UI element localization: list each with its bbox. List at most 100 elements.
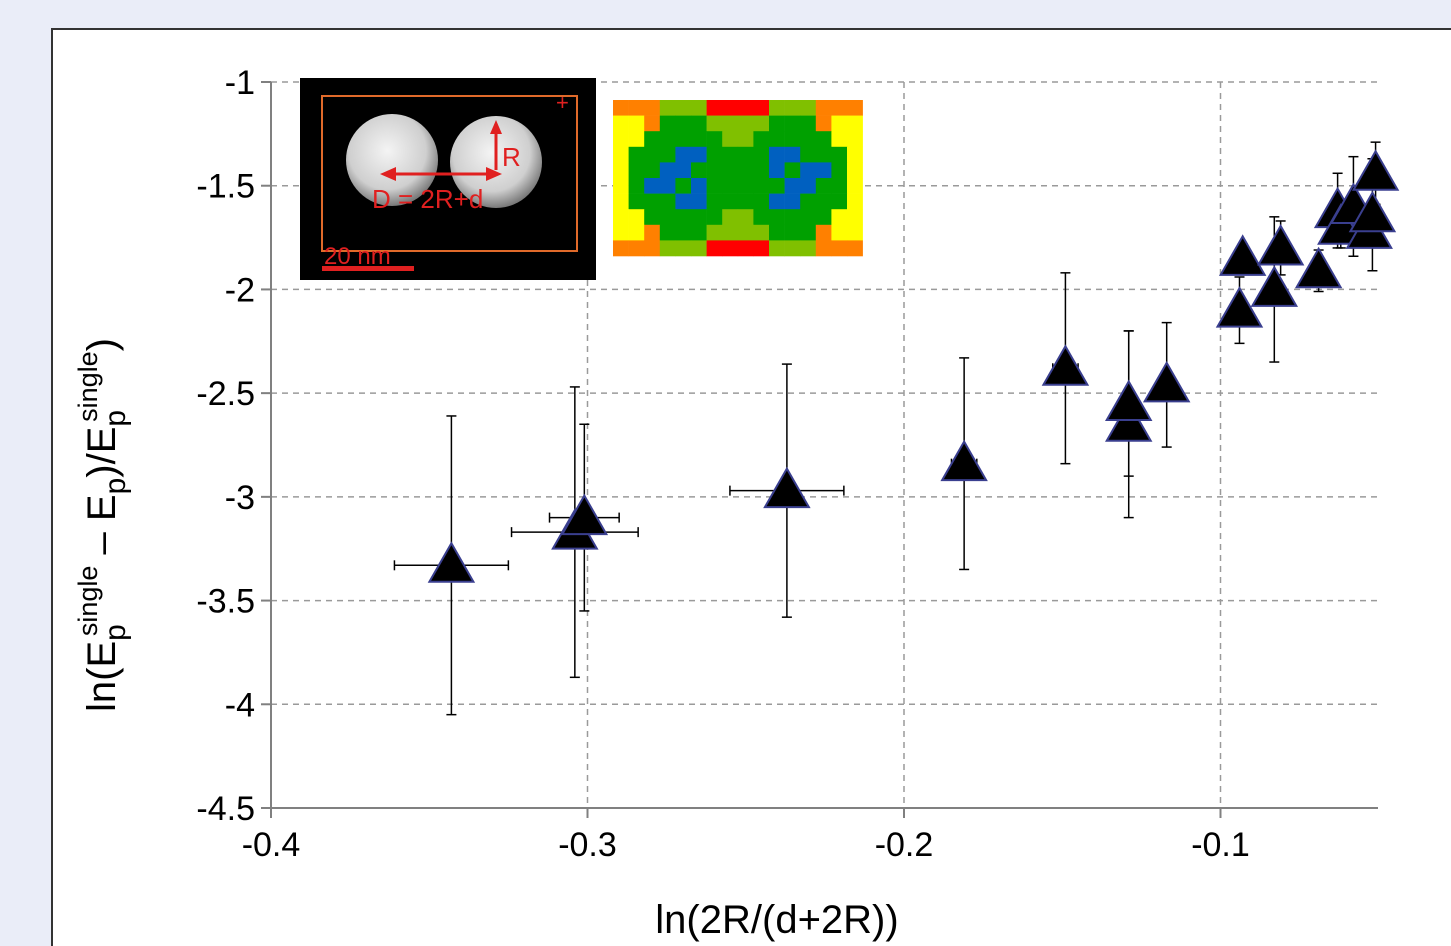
roi-box xyxy=(321,95,578,252)
eels-pixel xyxy=(659,240,676,257)
eels-pixel xyxy=(628,115,645,132)
eels-pixel xyxy=(769,131,785,148)
eels-pixel xyxy=(831,193,848,210)
eels-pixel xyxy=(659,193,676,210)
eels-pixel xyxy=(815,115,832,132)
eels-pixel xyxy=(800,193,817,210)
y-tick-label: -2.5 xyxy=(196,375,255,413)
eels-pixel xyxy=(737,162,754,179)
y-axis-title-part: – E xyxy=(80,494,124,565)
eels-pixel xyxy=(675,100,692,116)
eels-pixel xyxy=(691,162,707,179)
eels-pixel xyxy=(737,193,754,210)
y-axis-title-part: p xyxy=(99,478,132,495)
eels-pixel xyxy=(628,193,645,210)
eels-pixel xyxy=(815,240,832,257)
eels-pixel xyxy=(753,115,770,132)
x-tick-label: -0.1 xyxy=(1191,826,1250,864)
annotation-r: R xyxy=(502,142,521,172)
eels-pixel xyxy=(628,178,645,194)
y-axis-title-part: )/E xyxy=(80,427,124,478)
eels-pixel xyxy=(753,209,770,226)
eels-pixel xyxy=(613,240,629,257)
d-arrow-left-head xyxy=(380,167,396,181)
roi-cross-icon: + xyxy=(556,90,569,115)
eels-pixel xyxy=(628,146,645,163)
eels-pixel xyxy=(831,115,848,132)
eels-pixel xyxy=(737,178,754,194)
eels-pixel xyxy=(753,100,770,116)
eels-pixel xyxy=(847,115,863,132)
y-axis-title: ln(Epsingle – Ep)/Epsingle) xyxy=(73,338,132,712)
eels-pixel xyxy=(706,193,723,210)
eels-pixel xyxy=(691,178,707,194)
eels-pixel xyxy=(706,115,723,132)
eels-pixel xyxy=(722,209,739,226)
y-tick-label: -1 xyxy=(225,64,255,102)
eels-pixel xyxy=(628,224,645,241)
eels-pixel xyxy=(831,162,848,179)
y-axis-title-part: ) xyxy=(80,338,124,351)
eels-pixel xyxy=(753,193,770,210)
y-axis-title-part: single xyxy=(73,351,103,422)
annotation-d: D = 2R+d xyxy=(372,184,483,214)
eels-pixel xyxy=(815,224,832,241)
eels-pixel xyxy=(644,131,661,148)
eels-pixel xyxy=(722,224,739,241)
triangle-marker xyxy=(1142,360,1191,403)
eels-pixel xyxy=(659,100,676,116)
eels-pixel xyxy=(784,115,801,132)
eels-pixel xyxy=(847,162,863,179)
eels-pixel xyxy=(753,162,770,179)
eels-pixel xyxy=(800,162,817,179)
eels-pixel xyxy=(753,224,770,241)
eels-pixel xyxy=(644,100,661,116)
eels-pixel xyxy=(847,240,863,257)
eels-pixel xyxy=(613,193,629,210)
eels-pixel xyxy=(613,115,629,132)
eels-pixel xyxy=(675,162,692,179)
eels-pixel xyxy=(675,131,692,148)
r-arrow-head xyxy=(490,120,502,134)
eels-pixel xyxy=(815,178,832,194)
eels-pixel xyxy=(644,193,661,210)
eels-pixel xyxy=(769,146,785,163)
eels-pixel xyxy=(847,131,863,148)
eels-pixel xyxy=(722,240,739,257)
eels-pixel xyxy=(753,146,770,163)
eels-pixel xyxy=(769,162,785,179)
eels-pixel xyxy=(847,224,863,241)
eels-pixel xyxy=(675,115,692,132)
eels-pixel xyxy=(784,146,801,163)
eels-pixel xyxy=(691,224,707,241)
eels-pixel xyxy=(659,115,676,132)
eels-pixel xyxy=(613,162,629,179)
eels-pixel xyxy=(815,131,832,148)
scale-bar xyxy=(322,266,414,271)
eels-pixel xyxy=(831,240,848,257)
triangle-marker xyxy=(1256,223,1305,266)
triangle-marker xyxy=(560,493,609,536)
x-tick-label: -0.2 xyxy=(875,826,934,864)
eels-pixel xyxy=(847,178,863,194)
eels-pixel xyxy=(659,146,676,163)
eels-pixel xyxy=(784,100,801,116)
y-axis-title-part: p xyxy=(99,410,132,427)
eels-pixel xyxy=(737,100,754,116)
eels-pixel xyxy=(644,224,661,241)
triangle-marker xyxy=(1218,234,1267,276)
eels-pixel xyxy=(847,100,863,116)
triangle-marker xyxy=(1215,286,1264,328)
eels-pixel xyxy=(722,146,739,163)
eels-pixel xyxy=(753,240,770,257)
plot-frame: -1 -1.5 -2 -2.5 -3 -3.5 -4 -4.5 -0.4 -0.3 -0.2 -0.1… xyxy=(51,28,1451,946)
y-tick-label: -3.5 xyxy=(196,583,255,621)
eels-pixel xyxy=(659,178,676,194)
y-axis-title-part: single xyxy=(73,566,103,637)
eels-pixel xyxy=(800,146,817,163)
eels-pixel xyxy=(831,131,848,148)
scale-bar-label: 20 nm xyxy=(324,243,391,270)
eels-pixel xyxy=(815,162,832,179)
eels-pixel xyxy=(815,146,832,163)
eels-pixel xyxy=(847,209,863,226)
